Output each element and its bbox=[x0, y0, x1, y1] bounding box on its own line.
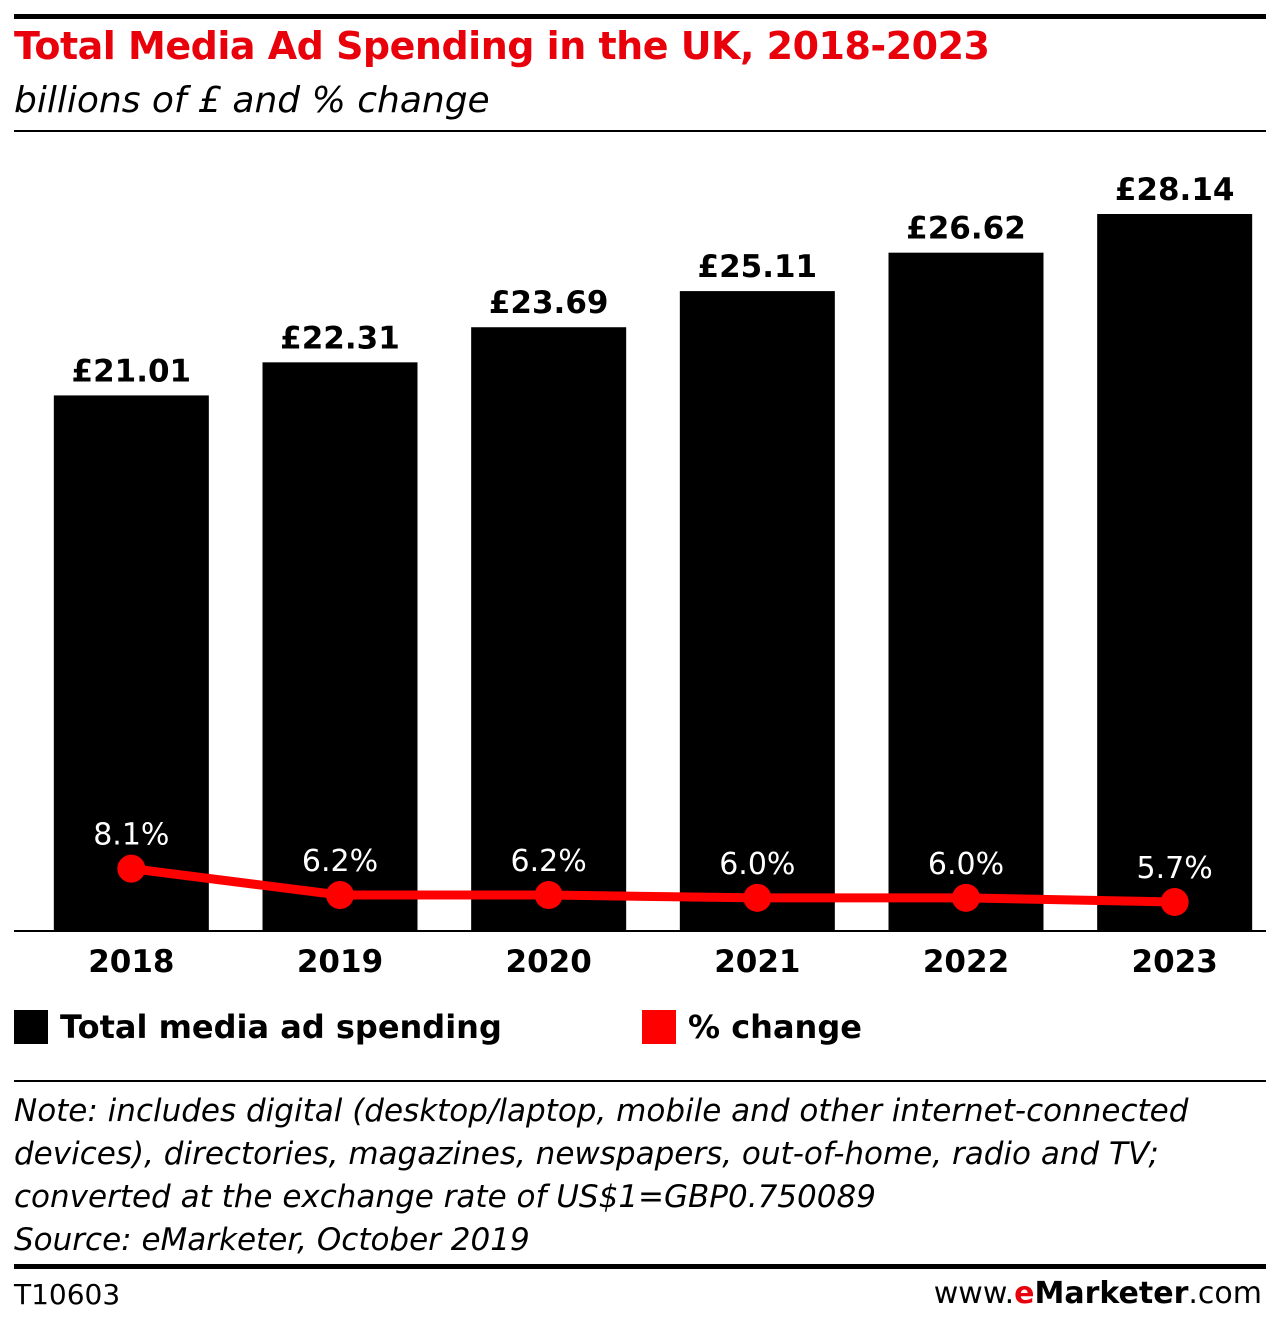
chart-subtitle: billions of £ and % change bbox=[14, 80, 490, 121]
x-tick-label: 2021 bbox=[714, 944, 800, 980]
note-line: devices), directories, magazines, newspa… bbox=[14, 1136, 1159, 1172]
bar-2021 bbox=[679, 291, 835, 930]
brand-link[interactable]: www.eMarketer.com bbox=[934, 1276, 1262, 1311]
x-tick-label: 2020 bbox=[506, 944, 592, 980]
bar-value-label: £22.31 bbox=[280, 320, 400, 356]
change-point-2020 bbox=[534, 881, 563, 910]
brand-prefix: www. bbox=[933, 1276, 1015, 1311]
change-value-label: 6.2% bbox=[511, 844, 587, 879]
bar-value-label: £28.14 bbox=[1115, 172, 1235, 208]
chart-title: Total Media Ad Spending in the UK, 2018-… bbox=[14, 24, 990, 68]
brand-e: e bbox=[1014, 1276, 1035, 1311]
bar-2018 bbox=[53, 395, 209, 930]
change-point-2021 bbox=[743, 883, 772, 912]
bar-value-label: £25.11 bbox=[698, 249, 818, 285]
top-rule bbox=[14, 14, 1266, 19]
x-tick-label: 2019 bbox=[297, 944, 383, 980]
change-line bbox=[130, 864, 1175, 907]
bar-2019 bbox=[262, 362, 418, 930]
x-tick-label: 2023 bbox=[1132, 944, 1218, 980]
labels-layer: £21.01 2018 £22.31 2019 £23.69 2020 £25.11 2021… bbox=[72, 172, 1235, 980]
x-tick-label: 2022 bbox=[923, 944, 1009, 980]
bar-value-label: £26.62 bbox=[906, 211, 1026, 247]
change-point-2023 bbox=[1160, 888, 1189, 916]
bars-layer bbox=[14, 214, 1266, 932]
bar-2022 bbox=[888, 252, 1044, 931]
change-value-label: 6.0% bbox=[719, 847, 795, 882]
bar-2023 bbox=[1097, 214, 1253, 930]
change-value-label: 6.0% bbox=[928, 847, 1004, 882]
footer-rule bbox=[14, 1264, 1266, 1269]
chart-id: T10603 bbox=[14, 1278, 121, 1311]
change-value-label: 5.7% bbox=[1137, 851, 1213, 886]
bar-value-label: £21.01 bbox=[72, 353, 192, 389]
x-tick-label: 2018 bbox=[88, 944, 174, 980]
note-block: Note: includes digital (desktop/laptop, … bbox=[14, 1090, 1266, 1262]
legend-spending-swatch bbox=[14, 1010, 48, 1044]
bar-line-chart: £21.01 2018 £22.31 2019 £23.69 2020 £25.11 2021… bbox=[14, 172, 1266, 980]
title-rule bbox=[14, 130, 1266, 132]
change-value-label: 6.2% bbox=[302, 844, 378, 879]
line-layer bbox=[117, 854, 1189, 916]
brand-name: Marketer bbox=[1034, 1276, 1189, 1311]
legend-change: % change bbox=[642, 1008, 862, 1046]
brand-suffix: .com bbox=[1188, 1276, 1262, 1311]
note-line: converted at the exchange rate of US$1=G… bbox=[14, 1179, 876, 1215]
change-point-2019 bbox=[326, 881, 354, 910]
legend-spending-label: Total media ad spending bbox=[60, 1008, 502, 1046]
legend-spending: Total media ad spending bbox=[14, 1008, 502, 1046]
change-value-label: 8.1% bbox=[93, 818, 169, 853]
bar-value-label: £23.69 bbox=[489, 285, 609, 321]
bar-2020 bbox=[471, 327, 627, 931]
note-rule bbox=[14, 1080, 1266, 1082]
legend-change-swatch bbox=[642, 1010, 676, 1044]
note-line: Note: includes digital (desktop/laptop, … bbox=[14, 1093, 1189, 1129]
change-point-2018 bbox=[117, 854, 146, 883]
legend-change-label: % change bbox=[688, 1008, 862, 1046]
source-line: Source: eMarketer, October 2019 bbox=[14, 1222, 530, 1258]
change-point-2022 bbox=[952, 883, 980, 912]
